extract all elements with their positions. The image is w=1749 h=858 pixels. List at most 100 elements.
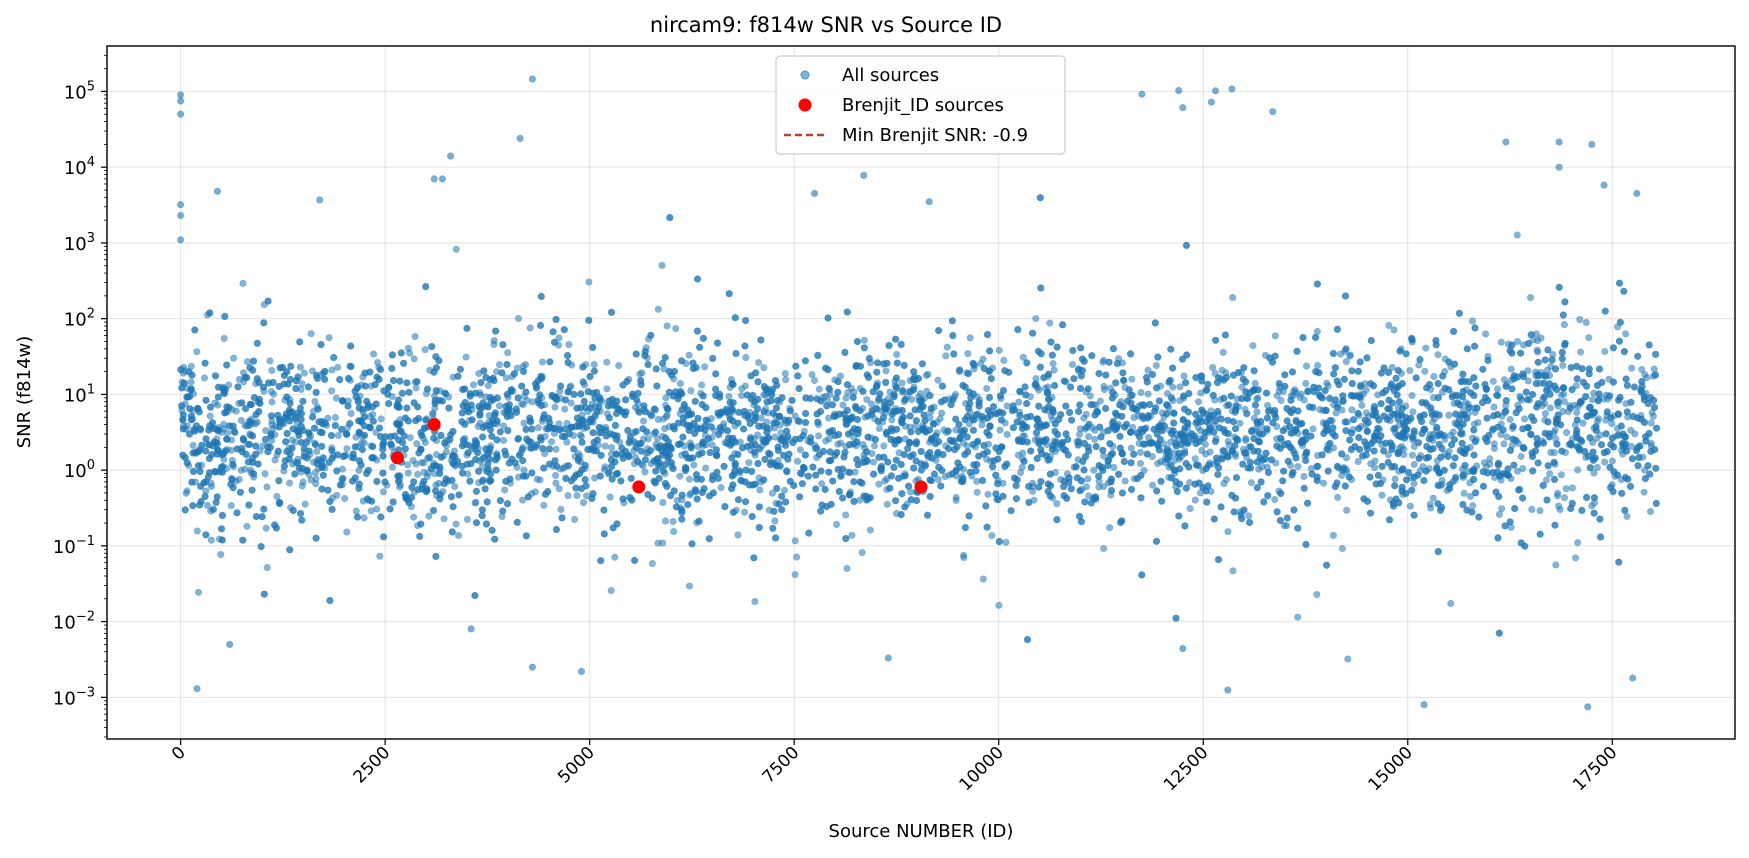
- data-point: [1293, 347, 1301, 355]
- data-point: [1338, 450, 1346, 458]
- data-point: [520, 419, 528, 427]
- data-point: [934, 476, 942, 484]
- data-point: [969, 426, 978, 434]
- data-point: [625, 439, 633, 447]
- data-point: [1294, 463, 1302, 471]
- data-point: [1041, 406, 1049, 414]
- data-point: [654, 415, 662, 424]
- data-point: [1202, 386, 1210, 394]
- data-point: [499, 341, 507, 349]
- data-point: [243, 358, 251, 366]
- data-point: [388, 463, 397, 471]
- data-point: [579, 499, 588, 507]
- data-point: [791, 412, 799, 420]
- data-point: [1277, 396, 1285, 405]
- data-point: [421, 346, 429, 354]
- data-point: [552, 479, 560, 487]
- data-point: [659, 498, 667, 507]
- data-point: [1304, 388, 1312, 396]
- data-point: [667, 371, 676, 379]
- data-point: [1551, 521, 1559, 529]
- data-point: [1572, 382, 1580, 390]
- data-point: [995, 601, 1003, 609]
- data-point: [511, 459, 519, 467]
- data-point: [1144, 390, 1152, 398]
- data-point: [1338, 544, 1346, 553]
- data-point: [1002, 538, 1010, 546]
- data-point: [1319, 479, 1328, 487]
- data-point: [1157, 477, 1165, 485]
- data-point: [585, 278, 593, 286]
- data-point: [1640, 488, 1648, 496]
- data-point: [1433, 423, 1441, 432]
- data-point: [780, 486, 789, 494]
- data-point: [472, 498, 480, 507]
- data-point: [748, 512, 756, 521]
- data-point: [521, 361, 530, 369]
- data-point: [870, 442, 879, 450]
- data-point: [983, 384, 991, 393]
- data-point: [377, 415, 385, 423]
- data-point: [217, 550, 225, 559]
- data-point: [1099, 358, 1107, 366]
- data-point: [676, 380, 685, 388]
- data-point: [1634, 352, 1642, 360]
- data-point: [867, 400, 876, 408]
- data-point: [1302, 540, 1310, 549]
- data-point: [1544, 418, 1552, 426]
- data-point: [1109, 345, 1117, 353]
- data-point: [1279, 427, 1287, 435]
- data-point: [672, 324, 680, 333]
- data-point: [826, 390, 834, 399]
- data-point: [1279, 477, 1287, 485]
- data-point: [379, 452, 387, 460]
- data-point: [1519, 465, 1527, 473]
- data-point: [479, 423, 488, 432]
- data-point: [1526, 294, 1535, 302]
- all-sources-points: [177, 75, 1661, 711]
- data-point: [436, 469, 444, 478]
- data-point: [1410, 443, 1418, 451]
- data-point: [304, 383, 313, 391]
- data-point: [1437, 453, 1445, 461]
- data-point: [504, 426, 512, 435]
- data-point: [409, 456, 417, 465]
- data-point: [1000, 356, 1008, 365]
- data-point: [1099, 544, 1108, 553]
- data-point: [1468, 317, 1477, 325]
- data-point: [410, 513, 418, 521]
- data-point: [1247, 479, 1255, 487]
- data-point: [738, 385, 746, 393]
- data-point: [334, 363, 342, 371]
- data-point: [1003, 430, 1011, 439]
- data-point: [1371, 464, 1379, 472]
- data-point: [817, 507, 825, 515]
- data-point: [287, 362, 295, 370]
- data-point: [1136, 448, 1144, 457]
- data-point: [1421, 367, 1429, 375]
- data-point: [1490, 444, 1498, 453]
- data-point: [773, 484, 781, 493]
- data-point: [555, 485, 563, 493]
- data-point: [934, 376, 942, 384]
- data-point: [963, 442, 971, 450]
- data-point: [1110, 463, 1118, 471]
- data-point: [463, 515, 472, 524]
- data-point: [394, 396, 403, 404]
- data-point: [935, 463, 943, 471]
- data-point: [1324, 382, 1332, 390]
- data-point: [659, 539, 667, 547]
- data-point: [1322, 407, 1330, 415]
- data-point: [1255, 465, 1263, 473]
- data-point: [286, 399, 294, 407]
- data-point: [414, 470, 422, 479]
- data-point: [1014, 326, 1022, 334]
- data-point: [296, 363, 305, 371]
- data-point: [1191, 455, 1199, 463]
- data-point: [1479, 482, 1487, 490]
- data-point: [1576, 316, 1584, 324]
- data-point: [403, 404, 411, 412]
- data-point: [1378, 491, 1386, 499]
- data-point: [1341, 482, 1349, 490]
- data-point: [1245, 512, 1253, 520]
